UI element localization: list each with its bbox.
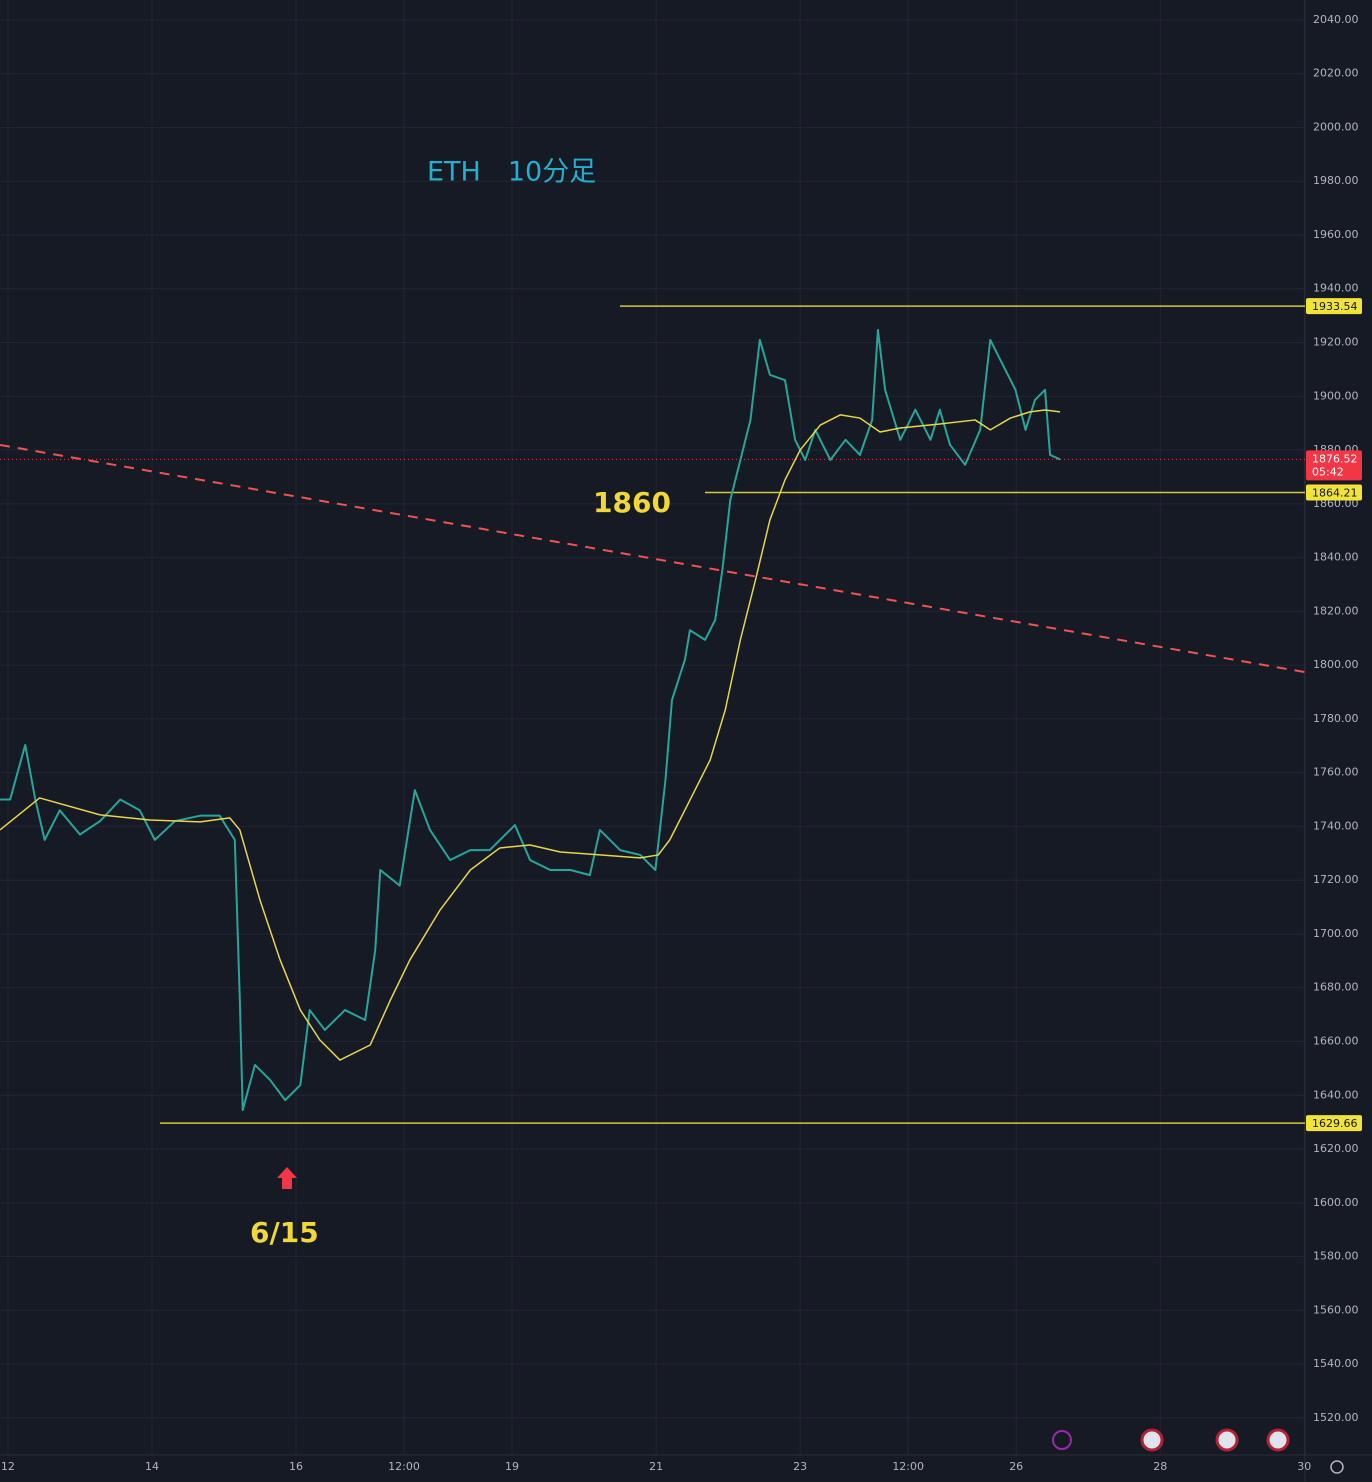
y-tick-label: 1920.00 <box>1313 336 1359 349</box>
y-tick-label: 1520.00 <box>1313 1411 1359 1424</box>
event-icons <box>1052 1428 1344 1474</box>
y-tick-label: 1600.00 <box>1313 1196 1359 1209</box>
y-tick-label: 1800.00 <box>1313 658 1359 671</box>
y-tick-label: 1620.00 <box>1313 1142 1359 1155</box>
y-tick-label: 1940.00 <box>1313 282 1359 295</box>
y-tick-label: 1700.00 <box>1313 927 1359 940</box>
y-tick-label: 1580.00 <box>1313 1250 1359 1263</box>
y-tick-label: 1540.00 <box>1313 1357 1359 1370</box>
y-tick-label: 1660.00 <box>1313 1035 1359 1048</box>
y-tick-label: 1640.00 <box>1313 1088 1359 1101</box>
y-tick-label: 2000.00 <box>1313 120 1359 133</box>
x-tick-label: 12:00 <box>388 1460 420 1473</box>
x-tick-label: 16 <box>289 1460 303 1473</box>
x-tick-label: 30 <box>1297 1460 1311 1473</box>
grid <box>0 0 1305 1455</box>
arrow-up <box>277 1167 297 1189</box>
series-line <box>0 328 1061 1112</box>
series-line <box>0 409 1061 1061</box>
trend-line <box>0 443 1306 674</box>
y-tick-label: 1900.00 <box>1313 389 1359 402</box>
current-price-box <box>1306 450 1362 481</box>
x-tick-label: 21 <box>649 1460 663 1473</box>
event-icon[interactable] <box>1215 1428 1239 1452</box>
x-tick-label: 28 <box>1153 1460 1167 1473</box>
x-tick-label: 23 <box>793 1460 807 1473</box>
y-tick-label: 2020.00 <box>1313 67 1359 80</box>
axes: 1520.00 1540.00 1560.00 1580.00 1600.00 1620.… <box>1 13 1362 1473</box>
annotation: 6/15 <box>250 1216 319 1249</box>
countdown-label: 05:42 <box>1312 465 1344 478</box>
chart-title: ETH 10分足 <box>427 157 596 188</box>
y-tick-label: 1780.00 <box>1313 712 1359 725</box>
level-label: 1864.21 <box>1312 487 1358 500</box>
x-tick-label: 26 <box>1009 1460 1023 1473</box>
y-tick-label: 1680.00 <box>1313 981 1359 994</box>
y-tick-label: 1760.00 <box>1313 766 1359 779</box>
x-tick-label: 14 <box>145 1460 159 1473</box>
y-tick-label: 1560.00 <box>1313 1303 1359 1316</box>
y-tick-label: 1980.00 <box>1313 174 1359 187</box>
level-label: 1933.54 <box>1312 300 1358 313</box>
x-tick-label: 12 <box>1 1460 15 1473</box>
x-tick-label: 19 <box>505 1460 519 1473</box>
y-tick-label: 1740.00 <box>1313 819 1359 832</box>
y-tick-label: 1820.00 <box>1313 604 1359 617</box>
current-price-label: 1876.52 <box>1312 452 1358 465</box>
settings-icon[interactable] <box>1330 1460 1344 1474</box>
y-tick-label: 1840.00 <box>1313 551 1359 564</box>
event-icon[interactable] <box>1052 1430 1072 1450</box>
event-icon[interactable] <box>1266 1428 1290 1452</box>
event-icon[interactable] <box>1140 1428 1164 1452</box>
y-tick-label: 1960.00 <box>1313 228 1359 241</box>
annotation: 1860 <box>593 486 671 519</box>
level-label: 1629.66 <box>1312 1117 1358 1130</box>
plot <box>0 305 1306 1124</box>
x-tick-label: 12:00 <box>892 1460 924 1473</box>
y-tick-label: 1720.00 <box>1313 873 1359 886</box>
y-tick-label: 2040.00 <box>1313 13 1359 26</box>
level-label-box <box>1306 1115 1362 1132</box>
level-label-box <box>1306 298 1362 315</box>
level-label-box <box>1306 484 1362 501</box>
